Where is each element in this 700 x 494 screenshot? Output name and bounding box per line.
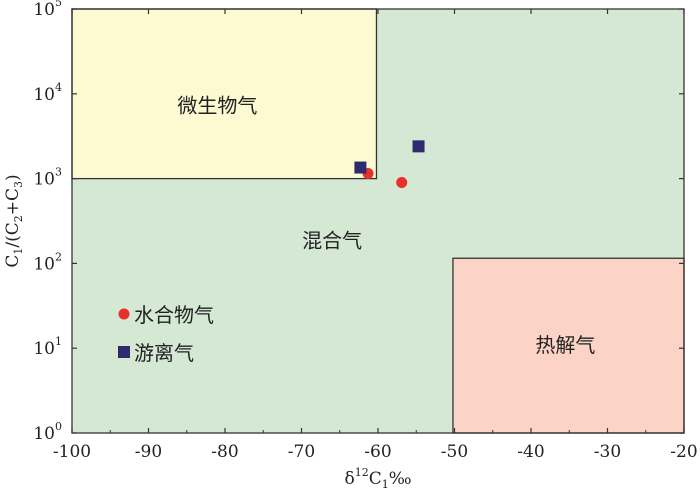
x-tick-label-1: -90 [135, 442, 162, 462]
y-tick-label-2: 102 [33, 250, 62, 274]
y-tick-exp: 4 [55, 81, 62, 94]
legend-label-1: 游离气 [134, 341, 194, 365]
x-tick-label-3: -70 [288, 442, 315, 462]
y-tick-base: 10 [33, 170, 55, 190]
x-tick-label-4: -60 [364, 442, 391, 462]
y-tick-label-0: 100 [33, 420, 62, 444]
y-tick-exp: 2 [55, 250, 62, 263]
y-tick-base: 10 [33, 424, 55, 444]
y-label-sub-2: 2 [12, 215, 25, 222]
x-tick-label-7: -30 [594, 442, 621, 462]
x-label-unit: ‰ [389, 469, 412, 489]
y-label-part-0: C [3, 255, 23, 268]
legend-marker-1 [118, 346, 130, 358]
y-tick-base: 10 [33, 254, 55, 274]
y-tick-base: 10 [33, 0, 55, 20]
legend-marker-0 [118, 308, 130, 320]
x-tick-label-0: -100 [53, 442, 91, 462]
x-label-main: C [369, 469, 382, 489]
point-1-1 [412, 140, 425, 153]
region-label-0: 混合气 [302, 228, 362, 252]
y-tick-label-5: 105 [33, 0, 62, 20]
y-label-part-1: /(C [3, 222, 23, 247]
region-2 [452, 257, 685, 434]
y-tick-label-3: 103 [33, 166, 62, 190]
point-1-0 [354, 161, 367, 174]
y-axis-label: C1​/(C2​+C3​) [3, 174, 25, 267]
y-label-part-3: +C [3, 188, 23, 215]
y-tick-base: 10 [33, 85, 55, 105]
y-tick-exp: 3 [55, 166, 62, 179]
point-0-1 [396, 176, 408, 188]
x-label-sup: 12 [355, 466, 369, 479]
region-1 [71, 8, 378, 180]
y-label-sub-0: 1 [12, 248, 25, 255]
x-axis-label: δ12C1‰ [344, 466, 411, 491]
y-tick-exp: 0 [55, 420, 62, 433]
y-tick-exp: 5 [55, 0, 62, 9]
x-tick-label-8: -20 [670, 442, 697, 462]
x-tick-label-5: -50 [441, 442, 468, 462]
y-tick-label-1: 101 [33, 335, 62, 359]
x-tick-label-2: -80 [211, 442, 238, 462]
x-label-delta: δ [344, 469, 354, 489]
y-label-part-5: ) [3, 174, 23, 181]
y-label-sub-4: 3 [12, 181, 25, 188]
legend-label-0: 水合物气 [134, 303, 214, 327]
y-tick-label-4: 104 [33, 81, 62, 105]
region-label-1: 微生物气 [177, 93, 257, 117]
y-tick-base: 10 [33, 339, 55, 359]
x-tick-label-6: -40 [517, 442, 544, 462]
y-tick-exp: 1 [55, 335, 62, 348]
x-label-sub: 1 [382, 478, 389, 491]
region-label-2: 热解气 [535, 333, 595, 357]
